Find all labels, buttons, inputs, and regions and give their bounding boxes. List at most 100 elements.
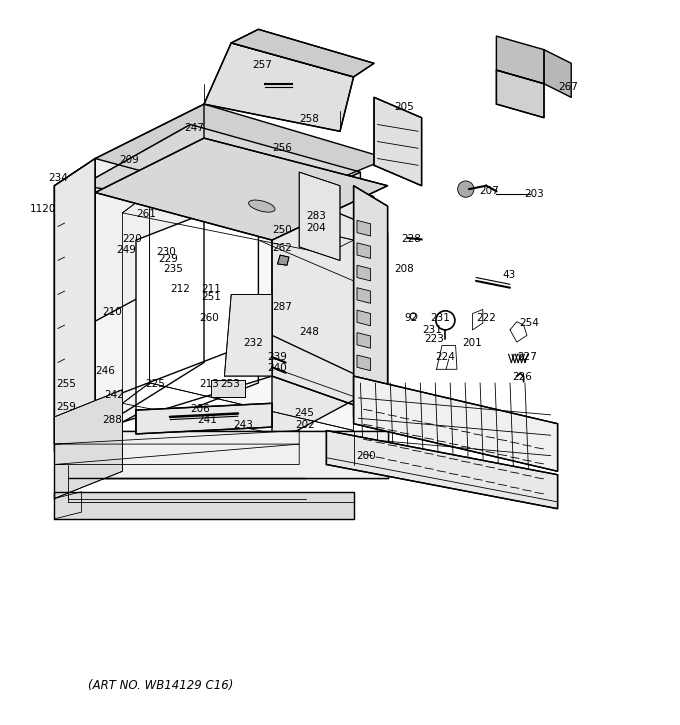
- Circle shape: [367, 223, 375, 231]
- Text: 223: 223: [424, 334, 444, 344]
- Text: 259: 259: [56, 402, 77, 412]
- Text: 260: 260: [199, 313, 220, 323]
- Text: 202: 202: [294, 420, 315, 430]
- Text: 231: 231: [422, 325, 442, 335]
- Text: 230: 230: [156, 247, 177, 257]
- Text: 255: 255: [56, 379, 77, 389]
- Text: 242: 242: [104, 390, 124, 400]
- Circle shape: [410, 313, 417, 320]
- Polygon shape: [354, 186, 388, 431]
- Polygon shape: [272, 172, 360, 444]
- Text: 287: 287: [272, 302, 292, 312]
- Polygon shape: [136, 193, 258, 431]
- Text: 206: 206: [190, 404, 211, 414]
- Text: 261: 261: [136, 210, 156, 219]
- Polygon shape: [82, 125, 190, 444]
- Text: 227: 227: [517, 352, 537, 362]
- Polygon shape: [272, 186, 388, 417]
- Text: 228: 228: [401, 233, 422, 244]
- Circle shape: [367, 195, 375, 204]
- Text: 205: 205: [394, 102, 415, 112]
- Text: 254: 254: [519, 318, 539, 328]
- Text: 246: 246: [95, 365, 116, 376]
- Polygon shape: [211, 379, 245, 397]
- Text: 225: 225: [145, 379, 165, 389]
- Text: 203: 203: [524, 188, 544, 199]
- Text: 213: 213: [199, 379, 220, 389]
- Text: 243: 243: [233, 420, 254, 430]
- Text: 220: 220: [122, 233, 143, 244]
- Text: 201: 201: [462, 339, 483, 349]
- Polygon shape: [326, 431, 558, 509]
- Polygon shape: [82, 125, 360, 213]
- Text: 210: 210: [102, 307, 122, 317]
- Text: 222: 222: [476, 313, 496, 323]
- Text: 256: 256: [272, 144, 292, 153]
- Polygon shape: [54, 492, 354, 519]
- Polygon shape: [231, 29, 374, 77]
- Polygon shape: [68, 431, 388, 478]
- Polygon shape: [357, 220, 371, 236]
- Polygon shape: [496, 70, 544, 117]
- Polygon shape: [95, 138, 388, 240]
- Text: 258: 258: [299, 114, 320, 124]
- Circle shape: [154, 236, 165, 247]
- Circle shape: [63, 381, 71, 389]
- Text: 209: 209: [119, 155, 139, 165]
- Text: 200: 200: [356, 452, 375, 461]
- Polygon shape: [357, 333, 371, 348]
- Circle shape: [458, 181, 474, 197]
- Ellipse shape: [249, 200, 275, 212]
- Polygon shape: [357, 378, 371, 393]
- Circle shape: [88, 195, 96, 204]
- Polygon shape: [357, 265, 371, 281]
- Text: 207: 207: [479, 186, 500, 196]
- Text: 245: 245: [294, 408, 315, 418]
- Text: 224: 224: [435, 352, 456, 362]
- Text: 43: 43: [502, 270, 515, 281]
- Text: 208: 208: [394, 264, 415, 273]
- Polygon shape: [150, 193, 354, 431]
- Text: 232: 232: [243, 339, 263, 349]
- Text: 249: 249: [116, 245, 136, 255]
- Circle shape: [88, 215, 96, 224]
- Text: 212: 212: [170, 284, 190, 294]
- Polygon shape: [357, 243, 371, 258]
- Text: 235: 235: [163, 264, 184, 273]
- Circle shape: [163, 233, 204, 274]
- Text: 241: 241: [197, 415, 218, 426]
- Text: (ART NO. WB14129 C16): (ART NO. WB14129 C16): [88, 679, 234, 692]
- Polygon shape: [54, 159, 95, 444]
- Text: 211: 211: [201, 284, 221, 294]
- Text: 250: 250: [272, 225, 292, 235]
- Polygon shape: [54, 390, 122, 499]
- Polygon shape: [357, 288, 371, 303]
- Text: 247: 247: [184, 123, 204, 133]
- Text: 267: 267: [558, 82, 578, 92]
- Polygon shape: [95, 104, 204, 431]
- Polygon shape: [204, 43, 354, 131]
- Text: 283: 283: [306, 211, 326, 221]
- Polygon shape: [357, 310, 371, 326]
- Text: 92: 92: [405, 313, 418, 323]
- Text: 262: 262: [272, 244, 292, 253]
- Polygon shape: [95, 104, 388, 206]
- Text: 229: 229: [158, 254, 179, 264]
- Text: 253: 253: [220, 379, 240, 389]
- Polygon shape: [544, 50, 571, 97]
- Text: 231: 231: [430, 313, 451, 323]
- Text: 226: 226: [512, 373, 532, 383]
- Text: 288: 288: [102, 415, 122, 426]
- Text: 239: 239: [267, 352, 288, 362]
- Polygon shape: [82, 281, 170, 444]
- Text: 204: 204: [306, 223, 326, 233]
- Polygon shape: [357, 355, 371, 370]
- Polygon shape: [224, 294, 272, 376]
- Text: 257: 257: [252, 59, 272, 70]
- Text: 240: 240: [267, 363, 288, 373]
- Text: 248: 248: [299, 327, 320, 337]
- Polygon shape: [496, 36, 544, 83]
- Text: 1120: 1120: [30, 204, 56, 215]
- Polygon shape: [354, 376, 558, 471]
- Polygon shape: [374, 97, 422, 186]
